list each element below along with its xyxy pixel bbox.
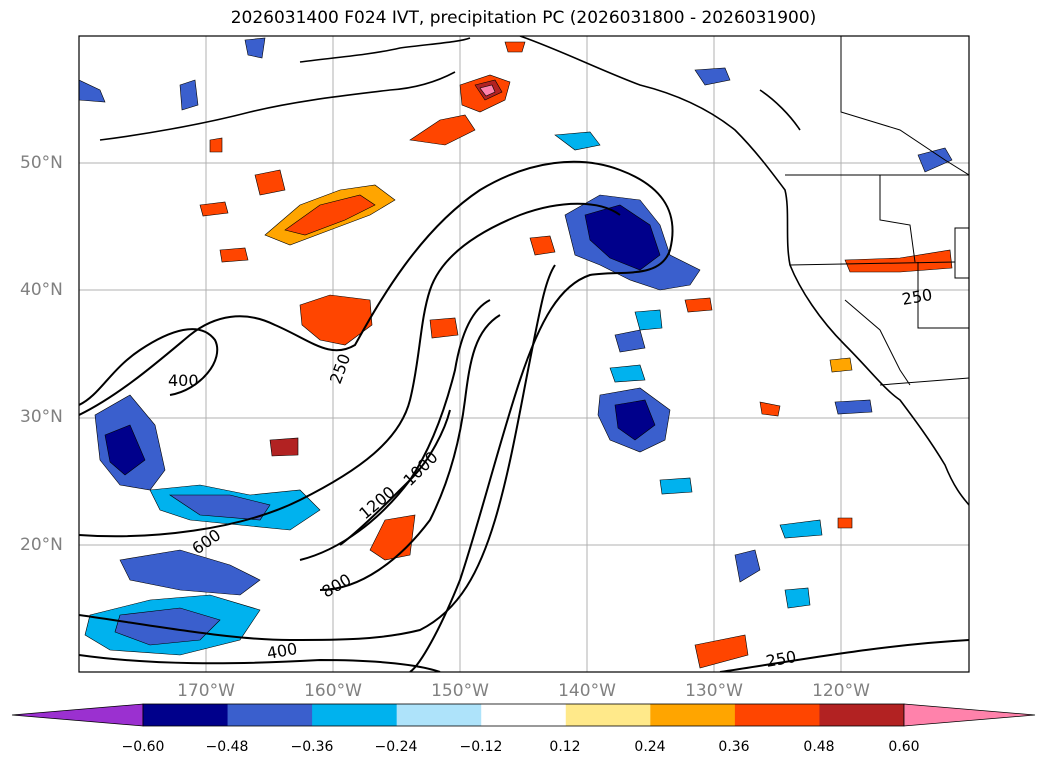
colorbar-segment [396,704,482,726]
contour-label: 1000 [399,448,441,490]
colorbar-segment [312,704,398,726]
colorbar-tick-label: 0.24 [634,739,666,755]
colorbar-segments [142,703,905,727]
colorbar [11,703,1036,727]
colorbar-extend-right [903,703,1036,727]
map-title: 2026031400 F024 IVT, precipitation PC (2… [230,8,817,28]
contour-label: 400 [265,639,298,663]
positive-precip-areas [199,41,953,669]
colorbar-tick-label: 0.60 [888,739,920,755]
colorbar-tick-label: 0.12 [549,739,581,755]
map-content [79,36,969,672]
colorbar-tick-label: −0.36 [290,739,334,755]
negative-precip-areas [79,37,953,656]
colorbar-tick-label: 0.48 [803,739,835,755]
lat-label: 20°N [20,535,63,555]
gridlines [79,36,969,672]
lon-label: 170°W [177,681,235,701]
colorbar-tick-label: −0.60 [121,739,165,755]
lat-label: 50°N [20,153,63,173]
lat-label: 40°N [20,280,63,300]
colorbar-tick-label: −0.24 [374,739,418,755]
colorbar-segment [227,704,313,726]
colorbar-segment [143,704,229,726]
lon-label: 130°W [685,681,743,701]
lon-label: 150°W [431,681,489,701]
colorbar-tick-label: −0.48 [205,739,249,755]
contour-label: 250 [326,351,354,386]
contour-label: 800 [319,570,355,602]
colorbar-segment [650,704,736,726]
political-borders [785,36,969,386]
colorbar-extend-left [11,703,144,727]
contour-label: 400 [168,371,199,390]
contour-label: 250 [764,647,797,671]
map-frame [78,35,970,673]
lon-label: 140°W [558,681,616,701]
coastlines [99,36,969,506]
colorbar-tick-label: 0.36 [718,739,750,755]
colorbar-segment [481,704,567,726]
ivt-contours [79,160,969,672]
colorbar-segment [734,704,820,726]
lat-label: 30°N [20,407,63,427]
colorbar-segment [819,704,905,726]
colorbar-segment [565,704,651,726]
contour-label: 250 [900,285,933,309]
lon-label: 160°W [304,681,362,701]
contour-label-group: 400 250 600 1000 1200 800 400 250 250 [168,285,934,671]
colorbar-tick-label: −0.12 [459,739,503,755]
lon-label: 120°W [812,681,870,701]
